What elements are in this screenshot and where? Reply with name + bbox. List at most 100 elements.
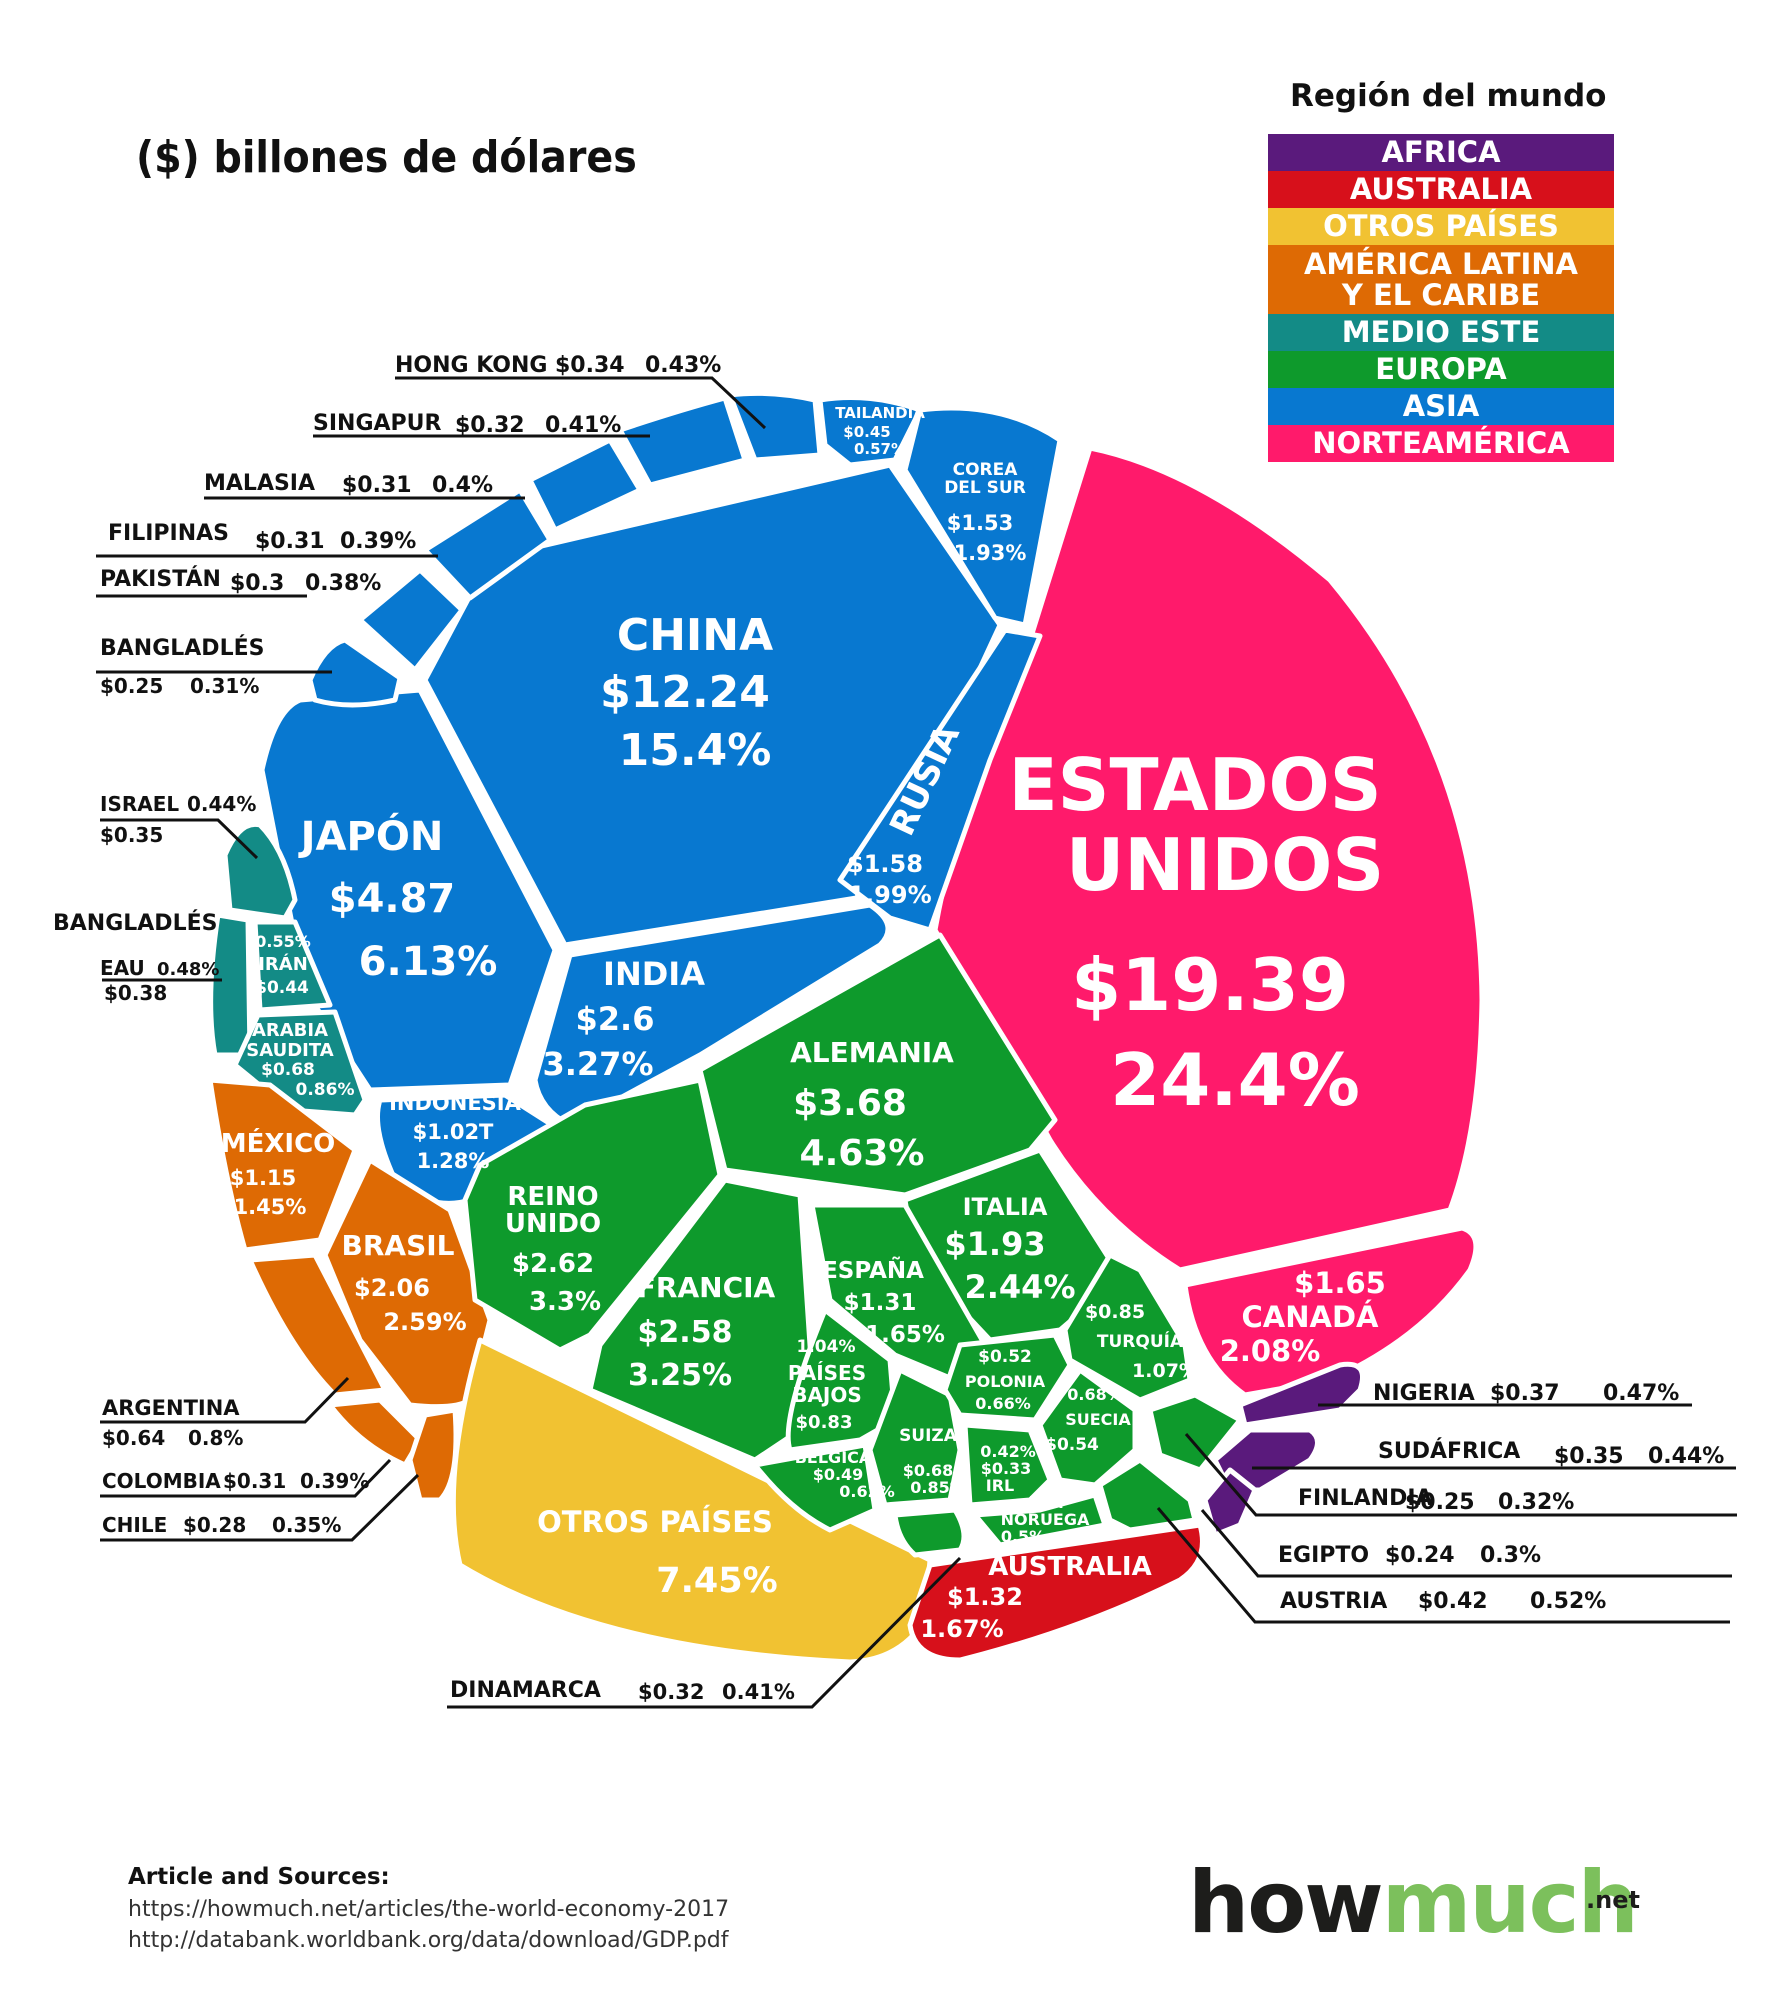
svg-text:$1.58: $1.58: [847, 850, 923, 878]
svg-text:ISRAEL: ISRAEL: [100, 792, 179, 816]
cell-bangladesh: [307, 637, 403, 708]
callout-philippines: FILIPINAS $0.31 0.39%: [96, 521, 438, 558]
svg-text:INDIA: INDIA: [603, 955, 705, 993]
source-link-howmuch[interactable]: https://howmuch.net/articles/the-world-e…: [128, 1897, 730, 1922]
svg-text:FRANCIA: FRANCIA: [637, 1271, 776, 1304]
cell-australia: [907, 1522, 1205, 1663]
sources-block: Article and Sources: https://howmuch.net…: [128, 1864, 729, 1956]
cell-iran: [252, 919, 333, 1013]
svg-text:REINO: REINO: [507, 1182, 598, 1212]
cell-norway: [972, 1492, 1108, 1548]
svg-text:EAU: EAU: [100, 956, 145, 980]
svg-text:CHILE: CHILE: [102, 1513, 167, 1537]
legend-item-australia: AUSTRALIA: [1268, 171, 1614, 208]
svg-text:0.68%: 0.68%: [1067, 1385, 1123, 1404]
cell-uk: [462, 1077, 723, 1353]
svg-text:1.99%: 1.99%: [848, 881, 931, 909]
svg-text:$2.62: $2.62: [512, 1249, 594, 1279]
svg-text:ARABIA: ARABIA: [252, 1020, 328, 1041]
svg-text:$1.53: $1.53: [947, 511, 1013, 535]
cell-finland: [1147, 1392, 1243, 1473]
svg-text:0.4%: 0.4%: [432, 473, 493, 498]
legend-item-asia: ASIA: [1268, 388, 1614, 425]
svg-text:POLONIA: POLONIA: [965, 1372, 1046, 1391]
label-korea: COREA DEL SUR $1.53 1.93%: [944, 460, 1026, 565]
svg-text:0.55%: 0.55%: [255, 932, 311, 951]
cell-malaysia: [527, 437, 643, 533]
svg-text:IRL: IRL: [986, 1476, 1014, 1495]
svg-text:$0.25: $0.25: [1405, 1490, 1475, 1515]
svg-text:$0.32: $0.32: [638, 1680, 704, 1704]
label-italy: ITALIA $1.93 2.44%: [944, 1193, 1075, 1306]
legend: AFRICA AUSTRALIA OTROS PAÍSES AMÉRICA LA…: [1268, 134, 1614, 462]
label-indonesia: INDONESIA $1.02T 1.28%: [389, 1091, 522, 1173]
label-switzerland: SUIZA $0.68 0.85%: [899, 1426, 966, 1497]
svg-text:BANGLADLÉS: BANGLADLÉS: [100, 635, 264, 661]
svg-text:PAÍSES: PAÍSES: [788, 1361, 866, 1385]
svg-text:$0.35: $0.35: [100, 823, 163, 847]
cell-japan: [259, 687, 558, 1093]
label-mexico: MÉXICO $1.15 1.45%: [221, 1127, 336, 1219]
svg-text:$0.68: $0.68: [261, 1060, 315, 1080]
svg-text:$2.06: $2.06: [354, 1274, 430, 1302]
label-turkey: $0.85 TURQUÍA 1.07%: [1085, 1301, 1198, 1382]
svg-text:$0.32: $0.32: [455, 413, 525, 438]
label-norway: $0.4 NORUEGA 0.5%: [1001, 1493, 1090, 1546]
svg-text:$0.52: $0.52: [978, 1347, 1032, 1367]
cell-chile: [407, 1407, 459, 1503]
cell-sweden: [1037, 1367, 1138, 1488]
cell-hongkong: [727, 390, 823, 463]
callout-chile: CHILE $0.28 0.35%: [100, 1473, 420, 1542]
sources-heading: Article and Sources:: [128, 1864, 390, 1890]
svg-text:$1.93: $1.93: [944, 1225, 1045, 1263]
label-poland: $0.52 POLONIA 0.66%: [965, 1347, 1046, 1413]
chart-title: ($) billones de dólares: [136, 132, 637, 183]
label-france: FRANCIA $2.58 3.25%: [628, 1271, 776, 1393]
callout-singapore: SINGAPUR $0.32 0.41%: [313, 411, 650, 438]
svg-text:COREA: COREA: [953, 460, 1019, 480]
svg-text:0.42%: 0.42%: [980, 1442, 1036, 1461]
svg-text:0.44%: 0.44%: [187, 792, 256, 816]
svg-text:SUDÁFRICA: SUDÁFRICA: [1378, 1438, 1520, 1464]
label-uk: REINO UNIDO $2.62 3.3%: [505, 1182, 601, 1317]
svg-text:$1.32: $1.32: [947, 1583, 1023, 1611]
howmuch-logo: howmuch .net: [1188, 1860, 1640, 1946]
svg-text:$0.44: $0.44: [255, 978, 309, 998]
callout-pakistan: PAKISTÁN $0.3 0.38%: [96, 566, 381, 598]
svg-text:1.65%: 1.65%: [865, 1322, 945, 1348]
svg-text:0.43%: 0.43%: [645, 353, 721, 378]
svg-text:JAPÓN: JAPÓN: [298, 812, 444, 860]
svg-text:UNIDO: UNIDO: [505, 1209, 601, 1239]
cell-netherlands: [785, 1307, 898, 1453]
svg-text:$0.83: $0.83: [796, 1412, 853, 1433]
logo-net: .net: [1586, 1886, 1640, 1914]
label-ireland: 0.42% $0.33 IRL: [980, 1442, 1036, 1495]
svg-text:3.27%: 3.27%: [542, 1045, 653, 1083]
cell-france: [587, 1177, 818, 1463]
svg-text:0.41%: 0.41%: [722, 1680, 795, 1704]
cell-southafrica: [1212, 1427, 1320, 1493]
cell-turkey: [1062, 1252, 1193, 1403]
callout-uae: BANGLADLÉS EAU 0.48% $0.38: [53, 910, 222, 1005]
svg-text:$0.45: $0.45: [843, 423, 890, 441]
svg-text:SUIZA: SUIZA: [899, 1426, 958, 1446]
label-spain: ESPAÑA $1.31 1.65%: [822, 1256, 945, 1348]
cell-russia: [837, 627, 1043, 933]
label-brazil: BRASIL $2.06 2.59%: [342, 1229, 467, 1336]
legend-item-medio-este: MEDIO ESTE: [1268, 314, 1614, 351]
source-link-worldbank[interactable]: http://databank.worldbank.org/data/downl…: [128, 1928, 729, 1953]
svg-text:$12.24: $12.24: [600, 667, 770, 718]
svg-text:BANGLADLÉS: BANGLADLÉS: [53, 910, 217, 936]
cell-canada: [1182, 1225, 1479, 1398]
cell-egypt: [1202, 1467, 1258, 1538]
svg-text:BÉLGICA: BÉLGICA: [795, 1448, 872, 1467]
svg-text:AUSTRIA: AUSTRIA: [1280, 1589, 1387, 1614]
label-china: CHINA $12.24 15.4%: [600, 610, 773, 776]
label-thailand: TAILANDIA $0.45 0.57%: [835, 404, 925, 458]
svg-text:AUSTRALIA: AUSTRALIA: [988, 1552, 1151, 1582]
svg-text:$0.85: $0.85: [1085, 1301, 1145, 1323]
svg-text:15.4%: 15.4%: [619, 725, 772, 776]
cell-mexico: [207, 1077, 358, 1253]
svg-text:BRASIL: BRASIL: [342, 1229, 455, 1262]
